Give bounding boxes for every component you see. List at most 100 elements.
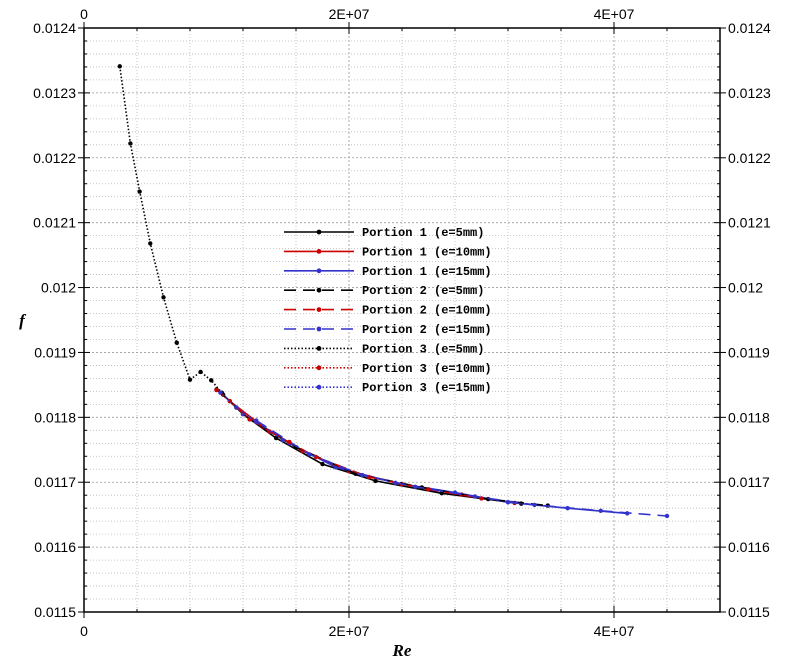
y-tick-label-right: 0.0119 (728, 344, 770, 360)
data-point (174, 340, 179, 345)
data-point (198, 369, 203, 375)
data-point (439, 491, 444, 496)
series-group (117, 64, 670, 519)
data-point (218, 390, 223, 395)
data-point (273, 435, 279, 441)
series-7 (117, 64, 224, 395)
y-tick-label-right: 0.012 (728, 280, 763, 296)
legend-label: Portion 2 (e=15mm) (362, 323, 492, 337)
series-line (215, 388, 548, 507)
legend-item: Portion 3 (e=5mm) (284, 342, 484, 356)
y-tick-label-right: 0.0115 (728, 604, 770, 620)
legend-item: Portion 1 (e=10mm) (284, 245, 492, 259)
legend-item: Portion 3 (e=10mm) (284, 362, 492, 376)
x-tick-label-bottom: 0 (80, 623, 88, 639)
series-5 (234, 405, 484, 501)
y-tick-label-left: 0.0121 (33, 215, 76, 231)
x-tick-label-bottom: 4E+07 (594, 623, 635, 639)
y-tick-label-right: 0.0123 (728, 85, 771, 101)
legend-marker (316, 365, 322, 371)
series-9 (218, 390, 285, 443)
y-tick-label-left: 0.0124 (33, 20, 76, 36)
series-8 (214, 387, 292, 445)
series-6 (254, 418, 670, 519)
series-line (222, 394, 522, 505)
series-line (229, 400, 515, 504)
x-tick-label-bottom: 2E+07 (329, 623, 370, 639)
data-point (214, 387, 219, 393)
data-point (598, 508, 603, 513)
legend-item: Portion 2 (e=5mm) (284, 284, 484, 298)
legend-marker (316, 268, 322, 274)
series-line (242, 413, 628, 515)
legend-label: Portion 3 (e=10mm) (362, 362, 492, 376)
data-point (117, 64, 122, 69)
data-point (287, 439, 292, 445)
data-point (307, 452, 312, 457)
series-1 (220, 392, 524, 506)
y-tick-label-left: 0.0116 (34, 539, 76, 555)
legend-marker (316, 249, 322, 254)
series-line (255, 419, 668, 517)
data-point (187, 377, 193, 382)
data-point (413, 484, 418, 489)
data-point (320, 461, 325, 467)
y-tick-label-right: 0.0121 (728, 215, 771, 231)
legend-marker (316, 229, 322, 235)
y-tick-label-left: 0.0122 (33, 150, 76, 166)
legend-label: Portion 2 (e=5mm) (362, 284, 484, 298)
axis-tick-labels: 0.0115 0.0116 0.0117 0.0118 0.0119 0.012 0.012… (33, 6, 771, 639)
grid-major (84, 28, 720, 612)
y-axis-title: f (19, 311, 27, 330)
data-point (254, 419, 259, 425)
legend-label: Portion 1 (e=15mm) (362, 265, 492, 279)
data-point (532, 502, 537, 508)
legend-marker (316, 326, 322, 332)
axis-ticks (78, 22, 726, 618)
y-tick-label-left: 0.0119 (34, 344, 76, 360)
data-point (234, 405, 239, 410)
data-point (128, 141, 133, 146)
data-point (360, 472, 365, 478)
series-line (235, 406, 482, 500)
data-point (664, 513, 670, 519)
legend-label: Portion 1 (e=10mm) (362, 245, 492, 259)
legend: Portion 1 (e=5mm) Portion 1 (e=10mm) Porti… (284, 226, 492, 395)
y-tick-label-left: 0.0118 (34, 409, 76, 425)
y-tick-label-right: 0.0124 (728, 20, 771, 36)
series-4 (214, 387, 550, 508)
data-point (280, 437, 285, 443)
y-tick-label-left: 0.012 (41, 280, 76, 296)
legend-label: Portion 2 (e=10mm) (362, 304, 492, 318)
legend-item: Portion 2 (e=15mm) (284, 323, 492, 337)
y-tick-label-right: 0.0116 (728, 539, 770, 555)
legend-item: Portion 3 (e=15mm) (284, 381, 492, 395)
y-tick-label-right: 0.0122 (728, 150, 771, 166)
y-tick-label-right: 0.0117 (728, 474, 770, 490)
y-tick-label-left: 0.0117 (34, 474, 76, 490)
legend-label: Portion 3 (e=15mm) (362, 381, 492, 395)
grid-minor (84, 28, 720, 612)
x-axis-title: Re (392, 641, 412, 660)
legend-label: Portion 1 (e=5mm) (362, 226, 484, 240)
series-line (215, 389, 290, 443)
data-point (209, 378, 214, 383)
y-tick-label-left: 0.0123 (33, 85, 76, 101)
data-point (373, 478, 378, 484)
legend-marker (316, 307, 322, 312)
series-3 (240, 411, 630, 516)
y-tick-label-right: 0.0118 (728, 409, 770, 425)
series-2 (227, 398, 517, 506)
series-line (119, 66, 223, 394)
x-tick-label-top: 2E+07 (329, 6, 370, 22)
legend-item: Portion 2 (e=10mm) (284, 304, 492, 318)
data-point (267, 429, 272, 434)
data-point (148, 241, 153, 246)
x-tick-label-top: 4E+07 (594, 6, 635, 22)
legend-item: Portion 1 (e=5mm) (284, 226, 484, 240)
x-tick-label-top: 0 (80, 6, 88, 22)
legend-item: Portion 1 (e=15mm) (284, 265, 492, 279)
legend-label: Portion 3 (e=5mm) (362, 342, 484, 356)
data-point (426, 487, 431, 492)
